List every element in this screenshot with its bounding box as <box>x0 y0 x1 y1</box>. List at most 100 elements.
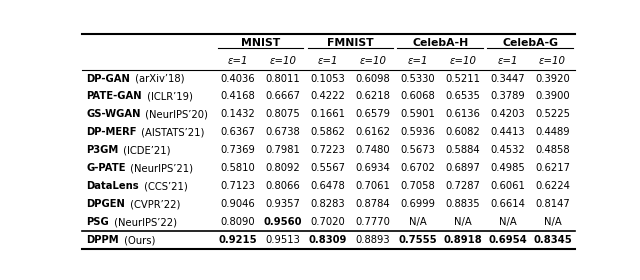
Text: 0.8092: 0.8092 <box>266 163 300 173</box>
Text: 0.6579: 0.6579 <box>355 109 390 120</box>
Text: 0.7020: 0.7020 <box>310 217 345 227</box>
Text: 0.1053: 0.1053 <box>310 74 345 83</box>
Text: 0.6614: 0.6614 <box>490 199 525 209</box>
Text: ε=10: ε=10 <box>359 55 386 66</box>
Text: 0.8893: 0.8893 <box>355 235 390 245</box>
Text: 0.4036: 0.4036 <box>221 74 255 83</box>
Text: 0.7555: 0.7555 <box>398 235 437 245</box>
Text: 0.7058: 0.7058 <box>400 181 435 191</box>
Text: (ICDE’21): (ICDE’21) <box>120 145 171 155</box>
Text: 0.7061: 0.7061 <box>355 181 390 191</box>
Text: 0.4489: 0.4489 <box>535 127 570 137</box>
Text: 0.5862: 0.5862 <box>310 127 345 137</box>
Text: (AISTATS’21): (AISTATS’21) <box>138 127 205 137</box>
Text: 0.6934: 0.6934 <box>355 163 390 173</box>
Text: 0.4985: 0.4985 <box>490 163 525 173</box>
Text: 0.7770: 0.7770 <box>355 217 390 227</box>
Text: 0.6738: 0.6738 <box>266 127 300 137</box>
Text: 0.9215: 0.9215 <box>219 235 257 245</box>
Text: (NeurIPS’21): (NeurIPS’21) <box>127 163 193 173</box>
Text: 0.7981: 0.7981 <box>266 145 300 155</box>
Text: 0.9560: 0.9560 <box>264 217 302 227</box>
Text: ε=10: ε=10 <box>449 55 476 66</box>
Text: N/A: N/A <box>543 217 561 227</box>
Text: 0.1432: 0.1432 <box>221 109 255 120</box>
Text: (NeurIPS’22): (NeurIPS’22) <box>111 217 177 227</box>
Text: MNIST: MNIST <box>241 38 280 48</box>
Text: 0.8090: 0.8090 <box>221 217 255 227</box>
Text: 0.8345: 0.8345 <box>533 235 572 245</box>
Text: 0.6218: 0.6218 <box>355 92 390 101</box>
Text: 0.6478: 0.6478 <box>310 181 345 191</box>
Text: 0.4413: 0.4413 <box>490 127 525 137</box>
Text: PATE-GAN: PATE-GAN <box>86 92 142 101</box>
Text: 0.6098: 0.6098 <box>355 74 390 83</box>
Text: 0.9046: 0.9046 <box>221 199 255 209</box>
Text: 0.6702: 0.6702 <box>400 163 435 173</box>
Text: ε=1: ε=1 <box>408 55 428 66</box>
Text: DP-MERF: DP-MERF <box>86 127 137 137</box>
Text: GS-WGAN: GS-WGAN <box>86 109 141 120</box>
Text: 0.4222: 0.4222 <box>310 92 345 101</box>
Text: 0.8011: 0.8011 <box>266 74 300 83</box>
Text: (NeurIPS’20): (NeurIPS’20) <box>143 109 208 120</box>
Text: 0.6224: 0.6224 <box>535 181 570 191</box>
Text: 0.5936: 0.5936 <box>400 127 435 137</box>
Text: ε=10: ε=10 <box>539 55 566 66</box>
Text: 0.6535: 0.6535 <box>445 92 480 101</box>
Text: 0.8075: 0.8075 <box>266 109 300 120</box>
Text: 0.8918: 0.8918 <box>444 235 482 245</box>
Text: 0.6082: 0.6082 <box>445 127 480 137</box>
Text: 0.4532: 0.4532 <box>490 145 525 155</box>
Text: 0.3447: 0.3447 <box>490 74 525 83</box>
Text: ε=1: ε=1 <box>228 55 248 66</box>
Text: 0.5330: 0.5330 <box>401 74 435 83</box>
Text: 0.5810: 0.5810 <box>221 163 255 173</box>
Text: 0.6068: 0.6068 <box>400 92 435 101</box>
Text: 0.5901: 0.5901 <box>400 109 435 120</box>
Text: 0.7369: 0.7369 <box>220 145 255 155</box>
Text: 0.4858: 0.4858 <box>535 145 570 155</box>
Text: (CCS’21): (CCS’21) <box>141 181 188 191</box>
Text: N/A: N/A <box>499 217 516 227</box>
Text: P3GM: P3GM <box>86 145 118 155</box>
Text: 0.9513: 0.9513 <box>266 235 300 245</box>
Text: 0.6667: 0.6667 <box>266 92 300 101</box>
Text: ε=1: ε=1 <box>497 55 518 66</box>
Text: (arXiv’18): (arXiv’18) <box>132 74 184 83</box>
Text: 0.8283: 0.8283 <box>310 199 345 209</box>
Text: (CVPR’22): (CVPR’22) <box>127 199 180 209</box>
Text: N/A: N/A <box>454 217 472 227</box>
Text: 0.6162: 0.6162 <box>355 127 390 137</box>
Text: FMNIST: FMNIST <box>327 38 374 48</box>
Text: 0.8835: 0.8835 <box>445 199 480 209</box>
Text: 0.9357: 0.9357 <box>266 199 300 209</box>
Text: 0.8784: 0.8784 <box>355 199 390 209</box>
Text: 0.5567: 0.5567 <box>310 163 346 173</box>
Text: 0.1661: 0.1661 <box>310 109 346 120</box>
Text: 0.5673: 0.5673 <box>400 145 435 155</box>
Text: ε=10: ε=10 <box>269 55 296 66</box>
Text: 0.7287: 0.7287 <box>445 181 480 191</box>
Text: 0.3920: 0.3920 <box>535 74 570 83</box>
Text: 0.7123: 0.7123 <box>220 181 255 191</box>
Text: CelebA-H: CelebA-H <box>412 38 468 48</box>
Text: 0.4203: 0.4203 <box>490 109 525 120</box>
Text: 0.8066: 0.8066 <box>266 181 300 191</box>
Text: 0.6999: 0.6999 <box>400 199 435 209</box>
Text: 0.7223: 0.7223 <box>310 145 345 155</box>
Text: 0.5211: 0.5211 <box>445 74 480 83</box>
Text: 0.8309: 0.8309 <box>308 235 347 245</box>
Text: 0.6136: 0.6136 <box>445 109 480 120</box>
Text: DPGEN: DPGEN <box>86 199 125 209</box>
Text: 0.6217: 0.6217 <box>535 163 570 173</box>
Text: 0.4168: 0.4168 <box>221 92 255 101</box>
Text: ε=1: ε=1 <box>317 55 338 66</box>
Text: 0.8147: 0.8147 <box>535 199 570 209</box>
Text: CelebA-G: CelebA-G <box>502 38 558 48</box>
Text: 0.6897: 0.6897 <box>445 163 480 173</box>
Text: 0.6367: 0.6367 <box>220 127 255 137</box>
Text: 0.5884: 0.5884 <box>445 145 480 155</box>
Text: 0.7480: 0.7480 <box>355 145 390 155</box>
Text: (Ours): (Ours) <box>120 235 155 245</box>
